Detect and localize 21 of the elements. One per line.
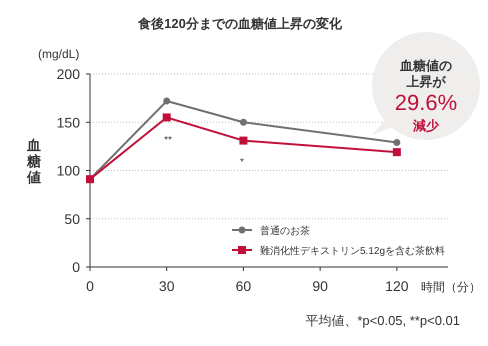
xtick: 60 <box>236 278 252 294</box>
annotation: 上昇が <box>406 74 446 89</box>
ytick: 200 <box>56 66 80 82</box>
ytick: 100 <box>56 162 80 178</box>
ytick: 50 <box>64 210 80 227</box>
ytick: 150 <box>56 114 80 130</box>
annotation: 血糖値の <box>400 58 452 73</box>
xtick: 30 <box>158 278 174 294</box>
xtick: 120 <box>385 278 409 294</box>
ytick: 0 <box>72 259 80 275</box>
xtick: 90 <box>312 278 328 294</box>
title: 食後120分までの血糖値上昇の変化 <box>138 16 342 31</box>
annotation: (mg/dL) <box>38 47 80 61</box>
annotation: * <box>240 157 244 168</box>
xtick: 0 <box>86 278 94 294</box>
annotation: 29.6% <box>394 90 458 115</box>
annotation: 減少 <box>413 118 439 133</box>
annotation: 平均値、*p<0.05, **p<0.01 <box>305 313 460 328</box>
ylabel: 血糖値 <box>27 137 41 185</box>
annotation: ** <box>164 135 172 146</box>
xlabel: 時間（分） <box>420 280 481 294</box>
